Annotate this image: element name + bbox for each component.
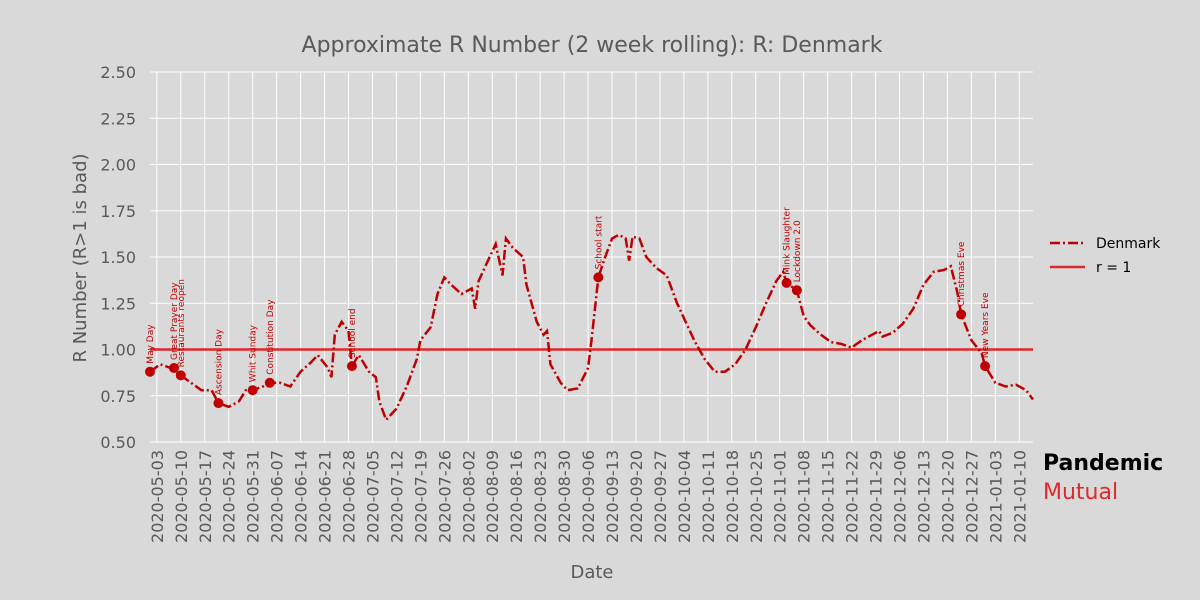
annotation-point (145, 366, 155, 377)
x-tick-label: 2020-08-02 (459, 450, 478, 543)
x-tick-label: 2020-06-14 (292, 450, 311, 543)
chart-title: Approximate R Number (2 week rolling): R… (302, 33, 883, 58)
y-tick-label: 1.50 (100, 248, 136, 267)
x-tick-label: 2020-05-03 (148, 450, 167, 543)
x-tick-label: 2020-12-13 (914, 450, 933, 543)
x-tick-label: 2020-08-09 (483, 450, 502, 543)
legend-label: r = 1 (1096, 260, 1131, 276)
x-tick-label: 2020-07-19 (411, 450, 430, 543)
x-tick-label: 2020-11-29 (867, 450, 886, 543)
x-tick-label: 2020-09-27 (651, 450, 670, 543)
x-tick-label: 2020-09-06 (579, 450, 598, 543)
y-tick-label: 0.50 (100, 433, 136, 452)
brand-2: Mutual (1043, 480, 1118, 505)
y-tick-label: 1.75 (100, 202, 136, 221)
annotation-point (980, 361, 991, 372)
annotation-label: May Day (146, 324, 156, 364)
annotation-label: Restaurants reopen (177, 279, 187, 367)
x-tick-label: 2020-08-23 (531, 450, 550, 543)
x-tick-label: 2020-06-21 (316, 450, 335, 543)
annotation-point (213, 398, 224, 409)
x-tick-label: 2020-05-10 (172, 450, 191, 543)
x-tick-label: 2020-08-16 (507, 450, 526, 543)
x-tick-label: 2021-01-03 (986, 450, 1005, 543)
x-axis-title: Date (570, 562, 613, 583)
data-line (149, 233, 1035, 423)
x-tick-label: 2021-01-10 (1010, 450, 1029, 543)
y-tick-label: 1.00 (100, 341, 136, 360)
y-tick-label: 0.75 (100, 387, 136, 406)
annotation-label: Mink Slaughter (783, 207, 793, 275)
annotation-point (168, 363, 179, 373)
y-tick-label: 2.00 (100, 156, 136, 175)
x-tick-label: 2020-12-27 (962, 450, 981, 543)
annotation-point (346, 361, 357, 372)
annotation-label: Great Prayer Day (170, 282, 180, 360)
legend-label: Denmark (1096, 236, 1161, 252)
annotation-label: Lockdown 2.0 (793, 220, 803, 282)
annotation-point (264, 377, 275, 388)
x-tick-label: 2020-10-04 (675, 450, 694, 543)
x-tick-label: 2020-10-18 (723, 450, 742, 543)
x-tick-label: 2020-07-05 (363, 450, 382, 543)
x-tick-label: 2020-05-31 (244, 450, 263, 543)
x-tick-label: 2020-10-25 (747, 450, 766, 543)
y-tick-label: 1.25 (100, 294, 136, 313)
x-tick-label: 2020-05-17 (196, 450, 215, 543)
brand-1: Pandemic (1043, 451, 1163, 476)
annotation-point (791, 285, 802, 296)
x-tick-label: 2020-10-11 (699, 450, 718, 543)
x-tick-label: 2020-09-13 (603, 450, 622, 543)
x-tick-label: 2020-11-08 (795, 450, 814, 543)
y-tick-label: 2.25 (100, 109, 136, 128)
x-tick-label: 2020-08-30 (555, 450, 574, 543)
x-tick-label: 2020-09-20 (627, 450, 646, 543)
x-tick-label: 2020-11-01 (771, 450, 790, 543)
annotation-label: School start (594, 215, 604, 269)
x-tick-label: 2020-07-12 (387, 450, 406, 543)
annotation-label: Whit Sunday (249, 324, 259, 382)
y-axis-title: R Number (R>1 is bad) (70, 153, 91, 362)
x-tick-label: 2020-11-15 (819, 450, 838, 543)
annotation-label: Christmas Eve (957, 241, 967, 306)
annotation-label: New Years Eve (981, 292, 991, 358)
annotation-label: School end (348, 308, 358, 358)
x-tick-label: 2020-12-06 (891, 450, 910, 543)
annotation-point (175, 370, 186, 381)
x-tick-label: 2020-05-24 (220, 450, 239, 543)
y-tick-label: 2.50 (100, 63, 136, 82)
x-tick-label: 2020-12-20 (938, 450, 957, 543)
x-tick-label: 2020-06-07 (268, 450, 287, 543)
x-tick-label: 2020-11-22 (843, 450, 862, 543)
x-tick-label: 2020-06-28 (340, 450, 359, 543)
annotation-point (593, 272, 604, 283)
annotation-label: Ascension Day (214, 328, 224, 395)
annotation-point (781, 277, 792, 288)
annotation-label: Constitution Day (266, 299, 276, 375)
annotation-point (956, 309, 967, 320)
annotation-point (247, 385, 258, 396)
x-tick-label: 2020-07-26 (435, 450, 454, 543)
